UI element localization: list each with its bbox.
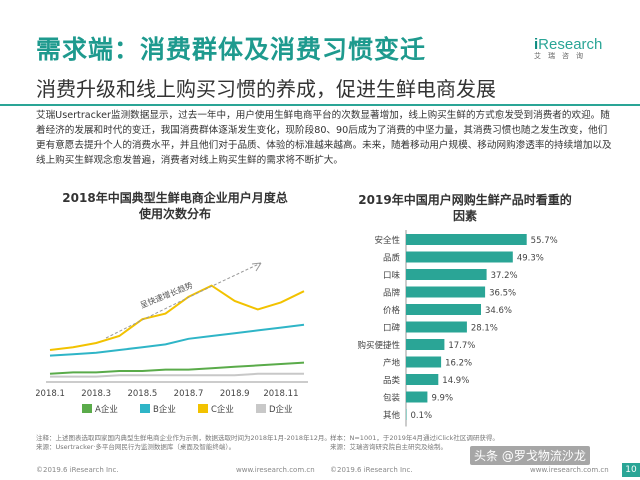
category-label: 价格: [383, 305, 401, 316]
right-source-text: 来源：艾瑞咨询研究院自主研究及绘制。: [330, 443, 447, 451]
value-label: 9.9%: [431, 394, 453, 404]
x-tick-label: 2018.5: [127, 389, 157, 399]
left-note-text: 注释：上述图表选取四家国内典型生鲜电商企业作为示例，数据选取时间为2018年1月…: [36, 434, 331, 442]
trend-arrowhead: [251, 262, 262, 272]
logo-cn: 艾瑞咨询: [534, 52, 590, 60]
category-label: 品质: [383, 253, 401, 264]
legend-label: A企业: [95, 404, 118, 415]
watermark: 头条 @罗戈物流沙龙: [470, 446, 590, 465]
legend-swatch: [82, 404, 92, 413]
bar: [406, 321, 467, 333]
legend-swatch: [256, 404, 266, 413]
bar-chart-title-2: 因素: [452, 209, 477, 223]
footer-copyright-right: ©2019.6 iResearch Inc.: [330, 466, 413, 474]
iresearch-logo: iResearch 艾瑞咨询: [534, 36, 614, 61]
category-label: 口碑: [383, 323, 401, 334]
bar: [406, 304, 481, 315]
bar-chart: 安全性 55.7% 品质 49.3% 口味 37.2% 品牌 36.5% 价格 34.6% 口碑 28…: [357, 230, 558, 427]
series-line-3: [49, 284, 305, 351]
bar-chart-title-1: 2019年中国用户网购生鲜产品时看重的: [358, 193, 572, 207]
legend-label: B企业: [153, 404, 176, 415]
category-label: 其他: [383, 410, 401, 421]
bar: [406, 356, 442, 368]
category-label: 安全性: [374, 235, 400, 246]
page-title: 需求端：消费群体及消费习惯变迁: [36, 35, 427, 64]
category-label: 产地: [383, 358, 401, 369]
value-label: 0.1%: [411, 411, 433, 421]
category-label: 包装: [383, 393, 401, 404]
line-chart-title: 2018年中国典型生鲜电商企业用户月度总 使用次数分布: [40, 190, 310, 222]
series-line-4: [50, 372, 304, 378]
value-label: 37.2%: [491, 271, 518, 281]
bar: [406, 234, 527, 245]
value-label: 49.3%: [517, 254, 544, 264]
x-tick-label: 2018.3: [81, 389, 111, 399]
page-subtitle: 消费升级和线上购买习惯的养成，促进生鲜电商发展: [36, 77, 496, 101]
legend-swatch: [140, 404, 150, 413]
bar-chart-title: 2019年中国用户网购生鲜产品时看重的 因素: [330, 192, 600, 224]
legend-label: C企业: [211, 404, 234, 415]
trend-arrow: [105, 262, 262, 339]
bar: [406, 251, 513, 263]
x-tick-label: 2018.1: [36, 389, 65, 399]
bar: [406, 409, 407, 420]
category-label: 口味: [383, 270, 401, 281]
footer-site-left: www.iresearch.com.cn: [236, 466, 315, 474]
series-line-2: [49, 323, 305, 357]
logo-i: i: [534, 36, 539, 53]
line-chart: 呈快速增长趋势 2018.1 2018.3 2018.5 2018.7 2018.9 201…: [36, 262, 308, 415]
series-line-1: [49, 361, 305, 375]
bar: [406, 269, 487, 280]
bar: [406, 339, 445, 350]
left-source-text: 来源：Usertracker·多平台网民行为监测数据库（桌面及智能终端）。: [36, 443, 236, 451]
bar: [406, 391, 428, 403]
category-label: 品类: [383, 375, 401, 386]
line-chart-title-1: 2018年中国典型生鲜电商企业用户月度总: [62, 191, 288, 205]
x-tick-label: 2018.7: [174, 389, 204, 399]
legend-label: D企业: [269, 404, 293, 415]
trend-label: 呈快速增长趋势: [139, 280, 195, 310]
value-label: 55.7%: [531, 236, 558, 246]
value-label: 34.6%: [485, 306, 512, 316]
value-label: 16.2%: [445, 359, 472, 369]
legend-swatch: [198, 404, 208, 413]
category-label: 品牌: [383, 288, 401, 299]
x-tick-label: 2018.9: [220, 389, 250, 399]
bar: [406, 374, 439, 385]
body-paragraph: 艾瑞Usertracker监测数据显示，过去一年中，用户使用生鲜电商平台的次数显…: [36, 110, 612, 166]
bar: [406, 286, 486, 298]
right-note-text: 样本：N=1001，于2019年4月通过iClick社区调研获得。: [330, 434, 499, 442]
x-tick-label: 2018.11: [263, 389, 298, 399]
line-chart-title-2: 使用次数分布: [138, 207, 211, 221]
value-label: 14.9%: [442, 376, 469, 386]
page-number: 10: [622, 463, 640, 477]
value-label: 28.1%: [471, 324, 498, 334]
logo-research: Research: [538, 36, 603, 53]
footer-site-right: www.iresearch.com.cn: [530, 466, 609, 474]
value-label: 17.7%: [448, 341, 475, 351]
footer-copyright-left: ©2019.6 iResearch Inc.: [36, 466, 119, 474]
category-label: 购买便捷性: [357, 340, 400, 351]
header-divider: [0, 104, 640, 106]
right-note: 样本：N=1001，于2019年4月通过iClick社区调研获得。 来源：艾瑞咨…: [330, 434, 499, 452]
left-note: 注释：上述图表选取四家国内典型生鲜电商企业作为示例，数据选取时间为2018年1月…: [36, 434, 331, 452]
value-label: 36.5%: [489, 289, 516, 299]
